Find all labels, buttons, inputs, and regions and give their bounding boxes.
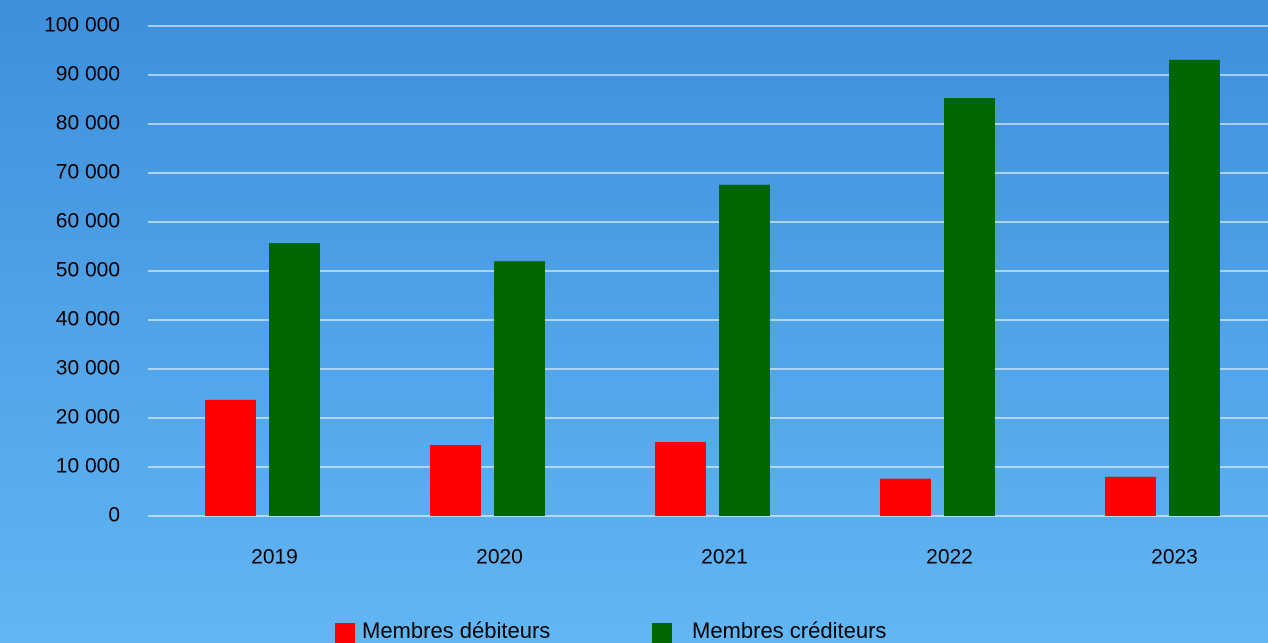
bar xyxy=(494,261,545,516)
bar xyxy=(944,98,995,516)
y-tick-label: 50 000 xyxy=(56,259,120,282)
bar xyxy=(719,184,770,516)
y-tick-label: 0 xyxy=(108,504,120,527)
y-tick-label: 20 000 xyxy=(56,406,120,429)
x-tick-label: 2019 xyxy=(251,546,298,569)
bar xyxy=(1169,59,1220,517)
legend-swatch xyxy=(652,623,672,643)
bar xyxy=(269,243,320,516)
y-tick-label: 30 000 xyxy=(56,357,120,380)
bar xyxy=(430,444,481,516)
y-tick-label: 10 000 xyxy=(56,455,120,478)
x-tick-label: 2021 xyxy=(701,546,748,569)
bar xyxy=(1105,476,1156,516)
bar xyxy=(655,442,706,516)
y-tick-label: 70 000 xyxy=(56,161,120,184)
y-tick-label: 60 000 xyxy=(56,210,120,233)
bar xyxy=(205,399,256,516)
x-tick-label: 2020 xyxy=(476,546,523,569)
legend-text: Membres créditeurs xyxy=(692,618,886,643)
y-tick-label: 100 000 xyxy=(44,14,120,37)
x-tick-label: 2022 xyxy=(926,546,973,569)
legend-swatch xyxy=(335,623,355,643)
y-tick-label: 80 000 xyxy=(56,112,120,135)
bar xyxy=(880,478,931,516)
y-tick-label: 90 000 xyxy=(56,63,120,86)
legend-text: Membres débiteurs xyxy=(362,618,550,643)
y-tick-label: 40 000 xyxy=(56,308,120,331)
x-tick-label: 2023 xyxy=(1151,546,1198,569)
